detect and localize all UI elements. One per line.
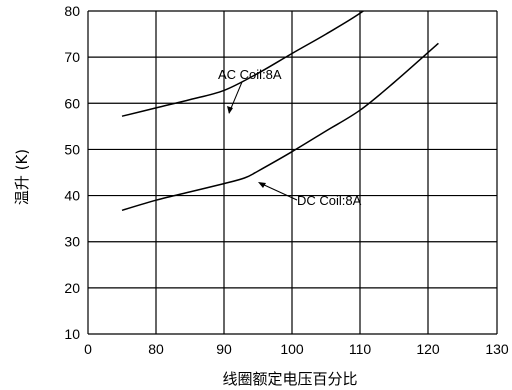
- x-tick-label-0: 0: [84, 341, 92, 357]
- annotations: AC Coil:8A DC Coil:8A: [218, 67, 362, 208]
- ac-annotation-arrowhead: [227, 106, 233, 114]
- dc-coil-annotation: DC Coil:8A: [297, 193, 362, 208]
- dc-annotation-leader: [261, 183, 298, 201]
- dc-coil-8a-curve: [121, 42, 439, 212]
- y-tick-label-20: 20: [64, 280, 80, 296]
- y-tick-label-40: 40: [64, 188, 80, 204]
- x-axis-label: 线圈额定电压百分比: [222, 370, 357, 388]
- y-tick-label-60: 60: [64, 95, 80, 111]
- x-tick-label-90: 90: [216, 341, 232, 357]
- x-tick-label-100: 100: [280, 341, 304, 357]
- x-tick-label-110: 110: [349, 341, 372, 357]
- x-tick-label-130: 130: [485, 341, 509, 357]
- y-axis-label: 温升 (K): [13, 149, 31, 205]
- ac-coil-8a-curve: [121, 11, 365, 117]
- ac-coil-annotation: AC Coil:8A: [218, 67, 282, 82]
- dc-annotation-arrowhead: [258, 182, 266, 188]
- y-tick-label-10: 10: [64, 326, 80, 342]
- x-tick-label-120: 120: [416, 341, 440, 357]
- tick-labels: 0 80 90 100 110 120 130 10 20 30 40 50 60 70 80: [64, 3, 508, 357]
- y-tick-label-70: 70: [64, 49, 80, 65]
- y-tick-label-80: 80: [64, 3, 80, 19]
- x-tick-label-80: 80: [148, 341, 164, 357]
- y-tick-label-30: 30: [64, 234, 80, 250]
- y-tick-label-50: 50: [64, 141, 80, 157]
- grid: [87, 10, 498, 335]
- curves: [121, 11, 439, 212]
